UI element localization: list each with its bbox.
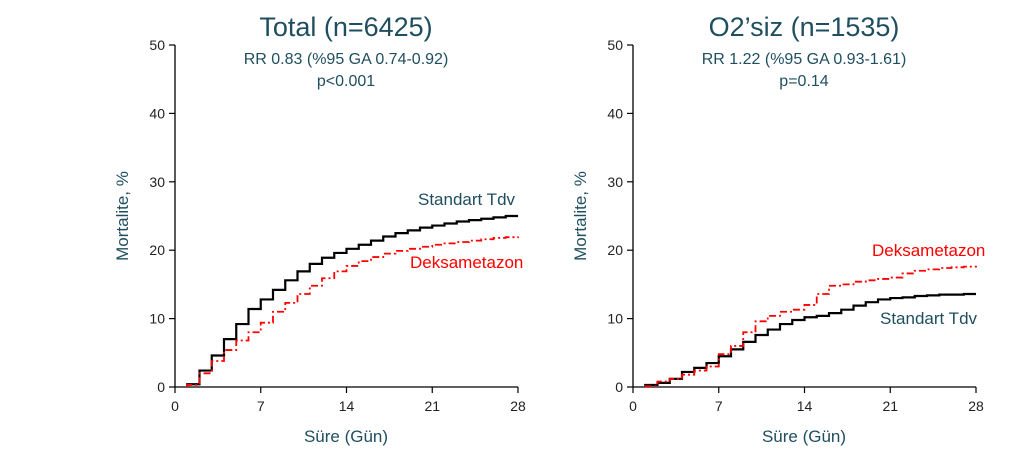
chart-subtitle-rr: RR 0.83 (%95 GA 0.74-0.92) xyxy=(244,51,449,68)
y-tick-label: 50 xyxy=(149,37,165,53)
series-group xyxy=(644,265,977,388)
series-label-standart: Standart Tdv xyxy=(880,309,978,328)
y-tick-label: 40 xyxy=(149,105,165,121)
y-tick-label: 10 xyxy=(149,311,165,327)
x-axis-label: Süre (Gün) xyxy=(304,427,388,446)
y-axis-label: Mortalite, % xyxy=(113,171,132,261)
axes xyxy=(632,45,976,388)
y-tick-label: 10 xyxy=(607,311,623,327)
series-line-deksametazon xyxy=(186,236,519,387)
x-tick-label: 0 xyxy=(171,398,179,414)
x-tick-label: 21 xyxy=(882,398,898,414)
y-tick-label: 40 xyxy=(607,105,623,121)
chart-title: O2’siz (n=1535) xyxy=(709,12,900,42)
x-tick-label: 7 xyxy=(257,398,265,414)
y-tick-label: 0 xyxy=(615,379,623,395)
x-axis-label: Süre (Gün) xyxy=(762,427,846,446)
x-tick-label: 28 xyxy=(510,398,526,414)
series-label-deksametazon: Deksametazon xyxy=(872,241,985,260)
y-tick-label: 20 xyxy=(149,242,165,258)
series-label-standart: Standart Tdv xyxy=(418,190,516,209)
chart-subtitle-p: p=0.14 xyxy=(779,73,828,90)
series-group xyxy=(186,214,519,387)
chart-subtitle-rr: RR 1.22 (%95 GA 0.93-1.61) xyxy=(702,51,907,68)
chart-subtitle-p: p<0.001 xyxy=(317,73,375,90)
y-tick-label: 50 xyxy=(607,37,623,53)
x-tick-label: 14 xyxy=(797,398,813,414)
series-line-standart-tdv xyxy=(644,292,976,387)
y-axis-label: Mortalite, % xyxy=(571,171,590,261)
y-tick-label: 30 xyxy=(149,174,165,190)
x-tick-label: 7 xyxy=(715,398,723,414)
x-tick-label: 28 xyxy=(968,398,984,414)
y-tick-label: 0 xyxy=(157,379,165,395)
y-tick-label: 20 xyxy=(607,242,623,258)
x-tick-label: 14 xyxy=(339,398,355,414)
x-tick-label: 0 xyxy=(629,398,637,414)
chart-title: Total (n=6425) xyxy=(259,12,432,42)
chart-total: Total (n=6425) RR 0.83 (%95 GA 0.74-0.92… xyxy=(113,12,526,446)
series-label-deksametazon: Deksametazon xyxy=(410,253,523,272)
tick-marks: 0 10 20 30 40 50 0 7 14 21 28 xyxy=(149,37,526,414)
series-line-deksametazon xyxy=(644,265,977,388)
series-line-standart-tdv xyxy=(186,214,518,387)
tick-marks: 0 10 20 30 40 50 0 7 14 21 28 xyxy=(607,37,984,414)
chart-o2siz: O2’siz (n=1535) RR 1.22 (%95 GA 0.93-1.6… xyxy=(571,12,985,446)
axes xyxy=(174,45,518,388)
x-tick-label: 21 xyxy=(424,398,440,414)
y-tick-label: 30 xyxy=(607,174,623,190)
